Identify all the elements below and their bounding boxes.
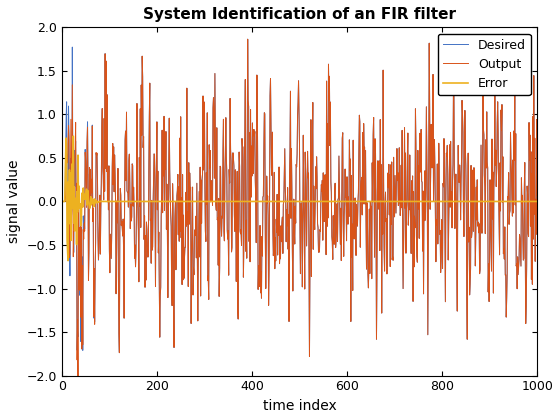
Error: [88, 197, 95, 202]
Error: [430, 199, 436, 204]
Output: [430, 72, 436, 77]
Output: [156, 230, 162, 235]
Desired: [155, 250, 162, 255]
Output: [74, 381, 81, 386]
Desired: [306, 354, 313, 359]
Desired: [244, 37, 251, 42]
Output: [244, 37, 251, 42]
Error: [447, 199, 454, 204]
Error: [479, 199, 486, 204]
Desired: [534, 192, 540, 197]
Legend: Desired, Output, Error: Desired, Output, Error: [438, 34, 531, 95]
Error: [156, 199, 162, 204]
Output: [511, 84, 518, 89]
Output: [447, 139, 454, 144]
Line: Output: Output: [62, 39, 537, 383]
Output: [88, 177, 95, 182]
Error: [534, 199, 540, 204]
Error: [511, 199, 518, 204]
Error: [58, 199, 65, 204]
Title: System Identification of an FIR filter: System Identification of an FIR filter: [143, 7, 456, 22]
Line: Desired: Desired: [62, 39, 537, 357]
Desired: [479, 53, 486, 58]
Output: [58, 199, 65, 204]
Output: [479, 53, 486, 58]
Output: [534, 192, 540, 197]
Error: [64, 258, 71, 263]
Desired: [430, 72, 436, 77]
Error: [70, 134, 77, 139]
Desired: [511, 84, 518, 89]
Desired: [447, 139, 454, 144]
Y-axis label: signal value: signal value: [7, 160, 21, 243]
Line: Error: Error: [62, 136, 537, 261]
X-axis label: time index: time index: [263, 399, 337, 413]
Desired: [58, 199, 65, 204]
Desired: [87, 196, 94, 201]
